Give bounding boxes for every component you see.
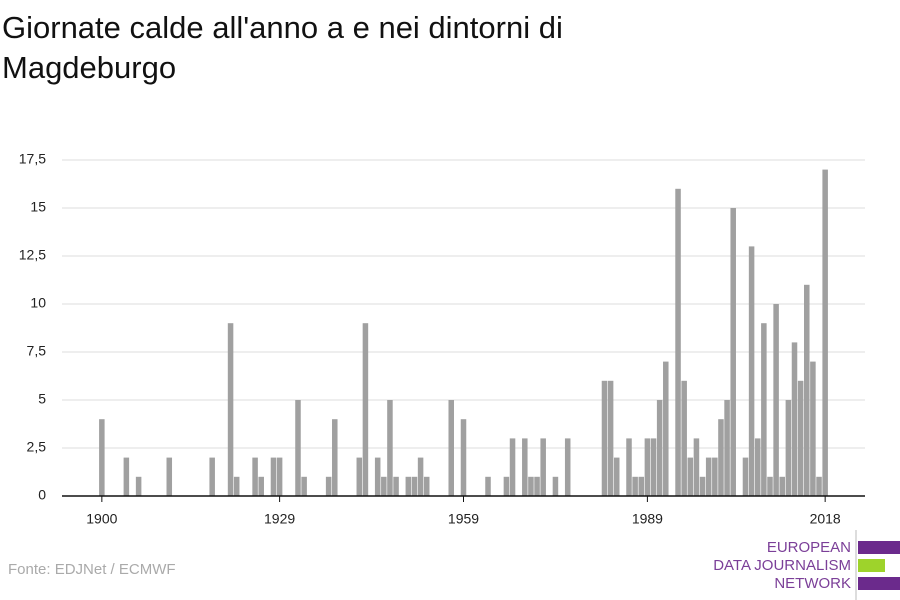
- bar: [405, 476, 412, 496]
- bar: [123, 457, 130, 496]
- bar: [632, 476, 638, 496]
- x-tick-label: 1929: [264, 511, 295, 527]
- bar: [135, 476, 142, 496]
- bar: [607, 380, 614, 496]
- bar: [724, 400, 730, 496]
- bar: [718, 419, 724, 496]
- bar: [804, 284, 810, 496]
- bar: [393, 476, 399, 496]
- bar: [767, 476, 773, 496]
- bar: [552, 476, 559, 496]
- bar: [374, 457, 381, 496]
- bar: [423, 476, 430, 496]
- bar: [99, 419, 105, 496]
- bar: [448, 400, 454, 496]
- bar: [675, 188, 681, 497]
- bar: [233, 476, 240, 496]
- x-tick-label: 1959: [448, 511, 479, 527]
- logo-text: DATA JOURNALISM: [713, 557, 851, 574]
- bar: [503, 476, 510, 496]
- bar: [411, 476, 418, 496]
- bar: [656, 400, 663, 496]
- bar: [601, 380, 608, 496]
- bar: [638, 476, 645, 496]
- y-tick-label: 5: [38, 391, 46, 407]
- bar: [663, 361, 669, 496]
- bar: [528, 476, 534, 496]
- bar: [381, 476, 387, 496]
- bar: [705, 457, 712, 496]
- bar: [325, 476, 332, 496]
- logo-bar: [858, 541, 900, 554]
- bar: [540, 438, 546, 496]
- bar: [822, 169, 828, 496]
- bar: [650, 438, 657, 496]
- bar: [227, 323, 234, 496]
- y-tick-label: 10: [30, 295, 46, 311]
- bar: [564, 438, 571, 496]
- bar: [209, 457, 215, 496]
- logo-bar: [858, 559, 885, 572]
- logo-bar: [858, 577, 900, 590]
- bar: [276, 457, 283, 496]
- source: Fonte: EDJNet / ECMWF: [8, 561, 176, 578]
- logo-text: NETWORK: [774, 575, 851, 592]
- bar: [522, 438, 528, 496]
- bar: [712, 457, 718, 496]
- bar: [166, 457, 173, 496]
- x-tick-label: 1989: [632, 511, 663, 527]
- bar: [779, 476, 786, 496]
- bar: [258, 476, 264, 496]
- bar: [613, 457, 620, 496]
- bar: [485, 476, 491, 496]
- bar: [761, 323, 767, 496]
- y-tick-label: 17,5: [19, 151, 46, 167]
- bar: [748, 246, 755, 496]
- bar: [797, 380, 804, 496]
- bar: [644, 438, 651, 496]
- bar: [295, 400, 301, 496]
- bar: [301, 476, 307, 496]
- bar: [356, 457, 363, 496]
- y-tick-label: 7,5: [27, 343, 47, 359]
- bar: [693, 438, 700, 496]
- bar: [534, 476, 540, 496]
- bar: [681, 380, 687, 496]
- bar: [509, 438, 516, 496]
- bar: [270, 457, 277, 496]
- bar: [387, 400, 393, 496]
- logo-text: EUROPEAN: [767, 539, 851, 556]
- bar: [810, 361, 816, 496]
- bar: [816, 476, 822, 496]
- bar: [791, 342, 798, 496]
- bar: [754, 438, 761, 496]
- bar: [626, 438, 632, 496]
- bar: [332, 419, 338, 496]
- bar: [773, 304, 779, 496]
- y-tick-label: 2,5: [27, 439, 47, 455]
- bar: [785, 400, 792, 496]
- bar: [699, 476, 706, 496]
- y-tick-label: 12,5: [19, 247, 46, 263]
- x-tick-label: 2018: [810, 511, 841, 527]
- bar: [460, 419, 467, 496]
- bar: [742, 457, 749, 496]
- bar: [362, 323, 369, 496]
- y-tick-label: 15: [30, 199, 46, 215]
- chart-title: Giornate calde all'anno a e nei dintorni…: [2, 10, 563, 85]
- y-tick-label: 0: [38, 487, 46, 503]
- bar: [252, 457, 258, 496]
- x-tick-label: 1900: [86, 511, 117, 527]
- bar: [730, 208, 736, 496]
- bar: [417, 457, 424, 496]
- bar: [687, 457, 694, 496]
